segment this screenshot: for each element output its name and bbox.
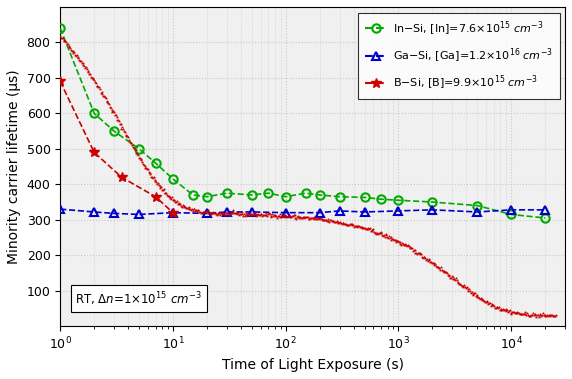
X-axis label: Time of Light Exposure (s): Time of Light Exposure (s) [221,358,404,372]
Legend: In$-$Si, [In]=7.6$\times$10$^{15}$ $cm^{-3}$, Ga$-$Si, [Ga]=1.2$\times$10$^{16}$: In$-$Si, [In]=7.6$\times$10$^{15}$ $cm^{… [358,13,559,99]
Y-axis label: Minority carrier lifetime (μs): Minority carrier lifetime (μs) [7,69,21,264]
Text: RT, $\Delta n$=1$\times$10$^{15}$ $cm^{-3}$: RT, $\Delta n$=1$\times$10$^{15}$ $cm^{-… [76,290,202,307]
